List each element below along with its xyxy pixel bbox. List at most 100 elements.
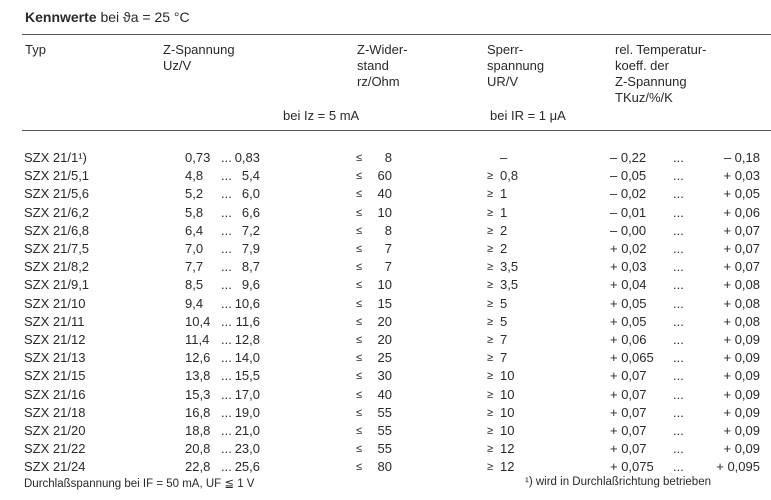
ur-cell: 12 (500, 459, 515, 475)
tk-min-cell: + 0,065 (610, 350, 654, 366)
greater-equal-symbol: ≥ (487, 224, 494, 237)
type-cell: SZX 21/6,8 (24, 222, 90, 238)
type-cell: SZX 21/7,5 (24, 241, 90, 256)
uz-min-cell: 6,4 (185, 222, 204, 238)
ur-cell: 0,8 (500, 168, 519, 184)
less-equal-symbol: ≤ (356, 261, 363, 274)
tk-min-cell: + 0,03 (610, 259, 647, 275)
rz-cell: 55 (377, 423, 392, 438)
tk-max-cell: + 0,09 (723, 350, 760, 366)
less-equal-symbol: ≤ (356, 334, 363, 346)
tk-max-cell: + 0,07 (723, 241, 760, 256)
rz-cell: 20 (377, 332, 392, 347)
uz-max-cell: 7,9 (241, 241, 260, 256)
condition-iz: bei Iz = 5 mA (283, 108, 360, 123)
range-dots: ... (221, 168, 232, 184)
type-cell: SZX 21/5,6 (24, 186, 90, 202)
greater-equal-symbol: ≥ (487, 243, 494, 255)
range-dots: ... (673, 332, 684, 347)
uz-min-cell: 7,7 (185, 259, 204, 275)
tk-max-cell: + 0,07 (723, 259, 760, 275)
less-equal-symbol: ≤ (356, 315, 363, 328)
uz-max-cell: 15,5 (234, 368, 260, 384)
rz-cell: 40 (377, 386, 392, 402)
rz-cell: 10 (377, 204, 392, 220)
uz-max-cell: 23,0 (234, 441, 260, 457)
range-dots: ... (673, 459, 684, 475)
range-dots: ... (673, 386, 684, 402)
tk-min-cell: + 0,07 (610, 441, 647, 457)
uz-min-cell: 20,8 (185, 441, 211, 457)
uz-min-cell: 15,3 (185, 386, 211, 402)
uz-max-cell: 5,4 (241, 168, 260, 184)
uz-min-cell: 0,73 (185, 150, 211, 165)
table-row: SZX 21/22 20,8... 23,0 ≤55 ≥12 + 0,07... + 0,0… (0, 440, 771, 458)
tk-min-cell: + 0,07 (610, 386, 647, 402)
range-dots: ... (221, 332, 232, 347)
tk-min-cell: + 0,05 (610, 295, 647, 311)
range-dots: ... (221, 441, 232, 457)
greater-equal-symbol: ≥ (487, 370, 494, 383)
header-rz: Z-Wider-stand rz/Ohm (357, 42, 408, 89)
range-dots: ... (221, 404, 232, 420)
uz-max-cell: 14,0 (234, 350, 260, 366)
range-dots: ... (673, 313, 684, 329)
tk-max-cell: – 0,18 (723, 150, 760, 165)
ur-cell: 3,5 (500, 259, 519, 275)
tk-max-cell: + 0,07 (723, 222, 760, 238)
range-dots: ... (221, 368, 232, 384)
less-equal-symbol: ≤ (356, 443, 363, 456)
type-cell: SZX 21/15 (24, 368, 86, 384)
type-cell: SZX 21/13 (24, 350, 86, 366)
tk-min-cell: + 0,07 (610, 404, 647, 420)
type-cell: SZX 21/5,1 (24, 168, 90, 184)
uz-max-cell: 12,8 (234, 332, 260, 347)
ur-cell: 5 (500, 313, 508, 329)
tk-min-cell: + 0,02 (610, 241, 647, 256)
greater-equal-symbol: ≥ (487, 425, 494, 437)
less-equal-symbol: ≤ (356, 425, 363, 437)
range-dots: ... (673, 204, 684, 220)
uz-min-cell: 22,8 (185, 459, 211, 475)
rz-cell: 40 (377, 186, 392, 202)
tk-max-cell: + 0,05 (723, 186, 760, 202)
tk-max-cell: + 0,09 (723, 423, 760, 438)
range-dots: ... (673, 423, 684, 438)
uz-max-cell: 9,6 (241, 277, 260, 293)
table-row: SZX 21/8,2 7,7... 8,7 ≤7 ≥3,5 + 0,03... + 0,07 (0, 258, 771, 276)
less-equal-symbol: ≤ (356, 188, 363, 201)
type-cell: SZX 21/18 (24, 404, 86, 420)
tk-min-cell: + 0,07 (610, 423, 647, 438)
less-equal-symbol: ≤ (356, 297, 363, 310)
greater-equal-symbol: ≥ (487, 315, 494, 328)
condition-ir: bei IR = 1 μA (490, 108, 566, 123)
type-cell: SZX 21/8,2 (24, 259, 90, 275)
range-dots: ... (673, 222, 684, 238)
less-equal-symbol: ≤ (356, 243, 363, 255)
rz-cell: 7 (384, 241, 392, 256)
uz-max-cell: 21,0 (234, 423, 260, 438)
ur-cell: 7 (500, 332, 508, 347)
uz-max-cell: 7,2 (241, 222, 260, 238)
range-dots: ... (221, 222, 232, 238)
table-row: SZX 21/12 11,4... 12,8 ≤20 ≥7 + 0,06... + 0,09 (0, 331, 771, 349)
range-dots: ... (221, 259, 232, 275)
less-equal-symbol: ≤ (356, 279, 363, 292)
rz-cell: 80 (377, 459, 392, 475)
range-dots: ... (221, 241, 232, 256)
top-rule (22, 34, 771, 35)
ur-cell: 10 (500, 423, 515, 438)
table-row: SZX 21/13 12,6... 14,0 ≤25 ≥7 + 0,065... + 0,0… (0, 349, 771, 367)
uz-max-cell: 11,6 (235, 313, 260, 329)
range-dots: ... (221, 277, 232, 293)
rz-cell: 15 (377, 295, 392, 311)
type-cell: SZX 21/6,2 (24, 204, 90, 220)
table-row: SZX 21/16 15,3... 17,0 ≤40 ≥10 + 0,07... + 0,0… (0, 386, 771, 404)
greater-equal-symbol: ≥ (487, 461, 494, 474)
header-tk: rel. Temperatur-koeff. der Z-Spannung TKuz… (615, 42, 707, 105)
table-row: SZX 21/7,5 7,0... 7,9 ≤7 ≥2 + 0,02... + 0,07 (0, 240, 771, 258)
ur-cell: 10 (500, 386, 515, 402)
tk-max-cell: + 0,09 (723, 386, 760, 402)
table-row: SZX 21/6,2 5,8... 6,6 ≤10 ≥1 – 0,01... + 0,06 (0, 204, 771, 222)
type-cell: SZX 21/24 (24, 459, 86, 475)
